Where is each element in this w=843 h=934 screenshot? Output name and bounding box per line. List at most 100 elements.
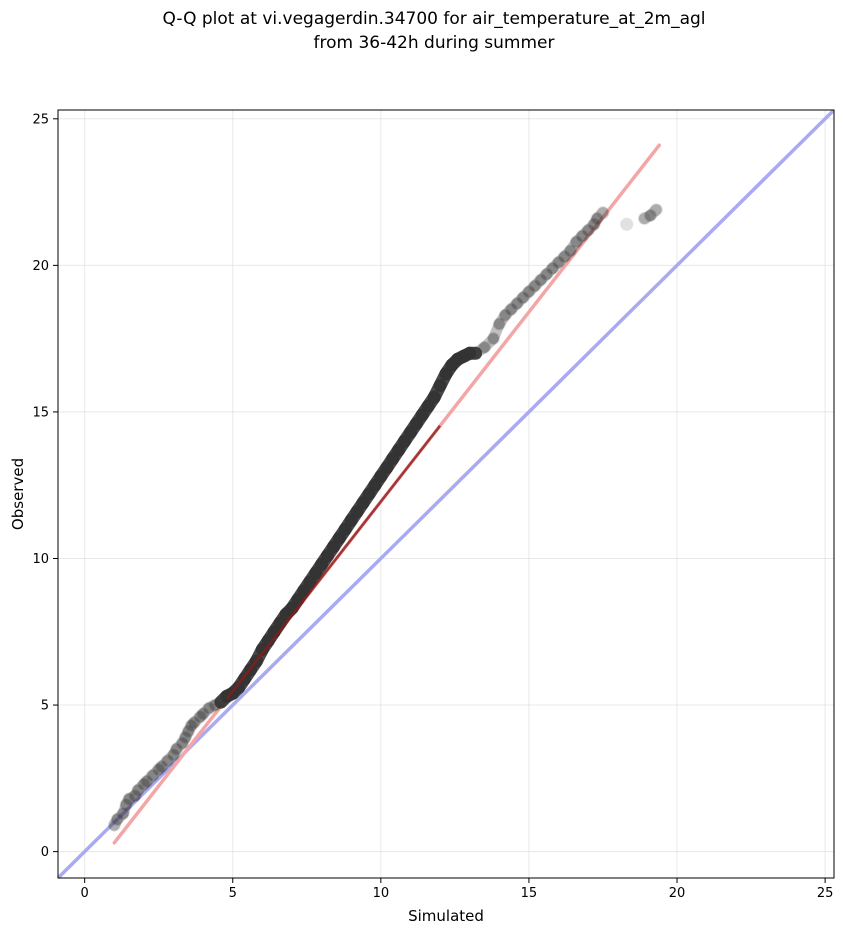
quantile-point (131, 783, 145, 797)
quantile-segment (120, 793, 135, 811)
quantile-point (187, 716, 201, 730)
quantile-point (528, 279, 542, 293)
y-tick-label: 25 (32, 112, 49, 127)
quantile-segment (591, 207, 609, 224)
chart-title-line-2: from 36-42h during summer (314, 33, 555, 53)
x-axis: 0 5 10 15 20 25 (81, 878, 834, 901)
quantile-point (161, 754, 175, 768)
quantile-segment (644, 204, 662, 221)
quantile-point (155, 760, 169, 774)
quantile-segment (188, 711, 206, 729)
quantile-point (563, 244, 577, 258)
plot-frame (57, 109, 835, 879)
x-axis-label: Simulated (408, 907, 484, 925)
quantile-point (119, 798, 133, 812)
quantile-point (649, 203, 663, 217)
quantile-point (486, 332, 500, 346)
quantile-segment (176, 731, 191, 749)
quantile-segment (162, 749, 179, 767)
quantile-segment (559, 245, 576, 263)
x-tick-label: 20 (669, 886, 686, 901)
quantile-point (167, 748, 180, 762)
quantile-point (492, 317, 506, 331)
quantile-point (587, 217, 601, 231)
quantile-point (516, 291, 530, 305)
quantile-segment (203, 699, 221, 714)
quantile-segment (576, 224, 594, 242)
quantile-segment (505, 298, 523, 315)
y-tick-label: 20 (32, 259, 49, 274)
quantile-point (196, 707, 210, 721)
quantile-point (643, 209, 657, 222)
quantile-segment (179, 725, 194, 743)
quantile-point (534, 273, 548, 287)
quantile-segment (553, 251, 570, 268)
quantile-point (596, 206, 610, 220)
quantile-point (510, 297, 524, 310)
quantile-point (569, 235, 583, 249)
quantile-point (152, 763, 166, 776)
quantile-point (637, 212, 651, 225)
quantile-segment (132, 778, 150, 796)
quantile-point (178, 730, 192, 744)
x-tick-label: 15 (521, 886, 538, 901)
quantile-segment (117, 799, 132, 819)
quantile-point (116, 807, 130, 820)
quantile-segment (493, 309, 511, 330)
chart-title-line-1: Q-Q plot at vi.vegagerdin.34700 for air_… (162, 9, 705, 29)
quantile-point (146, 768, 160, 782)
quantile-segment (535, 268, 553, 286)
y-axis-label: Observed (9, 458, 27, 530)
x-tick-label: 25 (817, 886, 834, 901)
quantile-segment (194, 708, 209, 723)
quantile-point (558, 250, 571, 264)
quantile-point (540, 267, 554, 281)
quantile-segment (123, 790, 141, 805)
quantile-point (546, 261, 560, 275)
grid-lines (58, 110, 834, 878)
y-tick-label: 5 (41, 699, 49, 714)
y-tick-label: 0 (41, 845, 49, 860)
quantile-segment (156, 755, 174, 773)
quantile-point (202, 701, 216, 715)
quantile-segment (185, 717, 200, 732)
quantile-segment (564, 236, 582, 257)
quantile-point (181, 724, 195, 738)
quantile-point (498, 308, 512, 322)
quantile-segment (479, 333, 499, 353)
quantile-point (128, 789, 142, 803)
quantile-point (581, 223, 595, 237)
quantile-segment (470, 341, 490, 359)
quantile-segment (487, 318, 505, 345)
quantile-segment (588, 213, 603, 230)
quantile-point (193, 710, 207, 724)
quantile-segment (182, 720, 197, 737)
quantile-segment (147, 764, 165, 781)
quantile-segment (582, 218, 600, 236)
quantile-segment (523, 280, 541, 298)
quantile-point (620, 217, 634, 231)
quantile-point (110, 812, 124, 826)
quantile-point (170, 742, 183, 756)
identity-line (58, 110, 834, 878)
quantile-segment (138, 775, 153, 790)
x-tick-label: 0 (81, 886, 89, 901)
quantile-segment (570, 230, 588, 248)
quantile-segment (197, 702, 215, 720)
quantile-segment (499, 303, 517, 321)
quantile-point (184, 719, 198, 733)
y-axis: 0 5 10 15 20 25 (32, 112, 58, 860)
x-tick-label: 5 (229, 886, 237, 901)
quantile-point (122, 792, 136, 806)
quantile-segment (547, 256, 564, 274)
x-tick-label: 10 (373, 886, 390, 901)
quantile-point (137, 777, 151, 791)
quantile-point (175, 736, 189, 750)
quantile-segment (108, 813, 123, 831)
quantile-segment (517, 286, 535, 304)
quantile-segment (153, 761, 168, 775)
fit-line-overlap (225, 424, 442, 700)
quantile-segment (511, 292, 529, 309)
quantile-segment (541, 262, 559, 280)
